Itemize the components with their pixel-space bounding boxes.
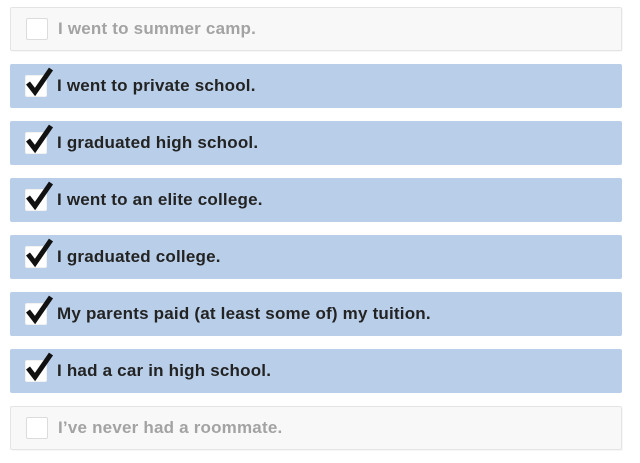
checklist-item-label: I went to summer camp. <box>58 19 257 38</box>
checklist-item[interactable]: I went to an elite college. <box>10 178 622 222</box>
checklist-item-label: I had a car in high school. <box>57 361 272 380</box>
checklist-item[interactable]: I graduated high school. <box>10 121 622 165</box>
checkmark-icon <box>26 67 54 97</box>
checkbox[interactable] <box>25 238 54 268</box>
checklist-item[interactable]: I graduated college. <box>10 235 622 279</box>
checklist-item-label: I graduated high school. <box>57 133 259 152</box>
checklist: I went to summer camp. I went to private… <box>10 7 622 463</box>
checklist-item[interactable]: I’ve never had a roommate. <box>10 406 622 450</box>
checklist-item-label: I went to an elite college. <box>57 190 263 209</box>
checklist-item[interactable]: I went to private school. <box>10 64 622 108</box>
checkbox[interactable] <box>25 352 54 382</box>
checkmark-icon <box>26 124 54 154</box>
checkbox[interactable] <box>25 124 54 154</box>
checklist-item[interactable]: I went to summer camp. <box>10 7 622 51</box>
checkmark-icon <box>26 295 54 325</box>
checklist-item[interactable]: I had a car in high school. <box>10 349 622 393</box>
checkmark-icon <box>26 352 54 382</box>
checkbox[interactable] <box>25 181 54 211</box>
checklist-item-label: My parents paid (at least some of) my tu… <box>57 304 431 323</box>
checkbox[interactable] <box>25 295 54 325</box>
checklist-item-label: I went to private school. <box>57 76 256 95</box>
checkmark-icon <box>26 238 54 268</box>
checklist-item[interactable]: My parents paid (at least some of) my tu… <box>10 292 622 336</box>
checkmark-icon <box>26 181 54 211</box>
checkbox[interactable] <box>25 67 54 97</box>
checklist-item-label: I graduated college. <box>57 247 221 266</box>
checkbox[interactable] <box>26 417 48 439</box>
checklist-item-label: I’ve never had a roommate. <box>58 418 283 437</box>
checkbox[interactable] <box>26 18 48 40</box>
